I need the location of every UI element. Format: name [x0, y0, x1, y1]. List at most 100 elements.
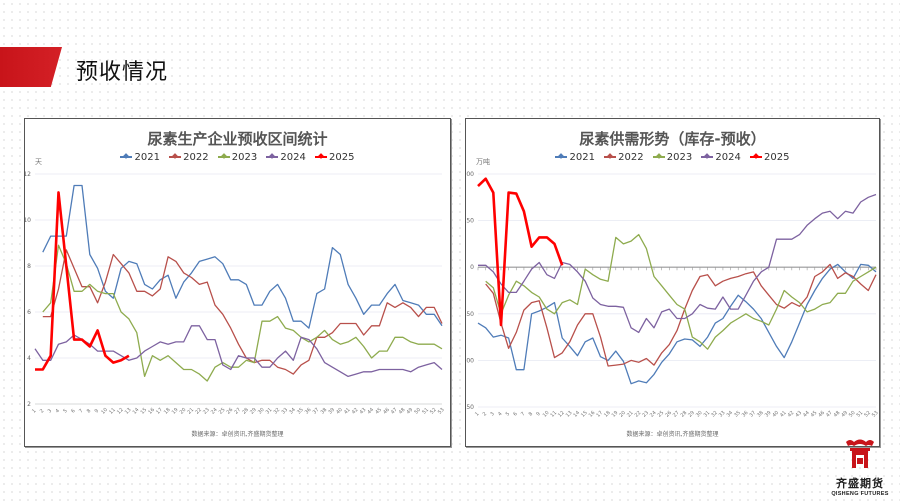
x-tick-label: 11: [549, 410, 558, 419]
x-tick-label: 2: [482, 411, 488, 417]
x-tick-label: 43: [794, 410, 803, 419]
x-tick-label: 50: [848, 410, 857, 419]
x-tick-label: 13: [565, 410, 574, 419]
x-tick-label: 33: [280, 407, 289, 416]
y-tick-label: 12: [25, 171, 31, 178]
x-tick-label: 3: [47, 408, 53, 414]
x-tick-label: 31: [265, 407, 274, 416]
x-tick-label: 6: [512, 411, 518, 417]
x-tick-label: 44: [366, 407, 375, 416]
legend-marker-icon: [701, 156, 714, 158]
x-tick-label: 32: [273, 407, 282, 416]
legend-marker-icon: [217, 156, 230, 158]
x-tick-label: 20: [618, 410, 627, 419]
x-tick-label: 1: [474, 411, 480, 417]
x-tick-label: 35: [296, 407, 305, 416]
x-tick-label: 12: [116, 407, 125, 416]
y-tick-label: 100: [466, 171, 474, 178]
x-tick-label: 30: [695, 410, 704, 419]
legend-marker-icon: [555, 156, 568, 158]
x-tick-label: 18: [163, 407, 172, 416]
title-banner-accent: [0, 47, 62, 87]
x-tick-label: 45: [374, 407, 383, 416]
series-line-2023: [485, 233, 877, 350]
page-title: 预收情况: [76, 60, 169, 85]
x-tick-label: 47: [825, 410, 834, 419]
line-plot-area: -150-100-5005010012345678910111213141516…: [466, 171, 879, 419]
series-line-2025: [477, 177, 564, 327]
x-tick-label: 13: [124, 407, 133, 416]
legend-marker-icon: [750, 156, 763, 158]
y-tick-label: 6: [27, 309, 31, 316]
x-tick-label: 34: [725, 410, 734, 419]
x-tick-label: 25: [657, 410, 666, 419]
x-tick-label: 9: [94, 408, 100, 414]
x-tick-label: 45: [810, 410, 819, 419]
x-tick-label: 36: [741, 410, 750, 419]
x-tick-label: 26: [664, 410, 673, 419]
legend-marker-icon: [169, 156, 182, 158]
legend-item-2023: 2023: [217, 152, 257, 163]
y-tick-label: 4: [27, 355, 31, 362]
legend-item-2025: 2025: [750, 152, 790, 163]
x-tick-label: 40: [335, 407, 344, 416]
legend-marker-icon: [315, 156, 328, 158]
legend-item-2023: 2023: [652, 152, 692, 163]
x-tick-label: 26: [226, 407, 235, 416]
y-tick-label: -150: [466, 404, 474, 411]
x-tick-label: 49: [840, 410, 849, 419]
x-tick-label: 14: [572, 410, 581, 419]
x-tick-label: 51: [421, 407, 430, 416]
x-tick-label: 15: [580, 410, 589, 419]
x-tick-label: 27: [233, 407, 242, 416]
x-tick-label: 52: [429, 407, 438, 416]
chart-panel-supply-demand: 尿素供需形势（库存-预收） 2021 2022 2023 2024 2025 万…: [465, 118, 880, 447]
x-tick-label: 31: [703, 410, 712, 419]
x-tick-label: 23: [641, 410, 650, 419]
x-tick-label: 42: [787, 410, 796, 419]
x-tick-label: 22: [194, 407, 203, 416]
series-line-2022: [42, 249, 443, 375]
y-tick-label: 50: [466, 218, 474, 225]
company-logo: 齐盛期货 QISHENG FUTURES: [827, 438, 893, 500]
series-line-2025: [35, 191, 130, 371]
x-tick-label: 42: [351, 407, 360, 416]
legend-marker-icon: [266, 156, 279, 158]
x-tick-label: 29: [687, 410, 696, 419]
x-tick-label: 29: [249, 407, 258, 416]
y-axis-unit: 万吨: [476, 158, 490, 166]
x-tick-label: 12: [557, 410, 566, 419]
x-tick-label: 19: [611, 410, 620, 419]
legend-item-2024: 2024: [266, 152, 306, 163]
x-tick-label: 23: [202, 407, 211, 416]
x-tick-label: 27: [672, 410, 681, 419]
legend-item-2021: 2021: [120, 152, 160, 163]
series-line-2023: [42, 244, 443, 382]
x-tick-label: 16: [588, 410, 597, 419]
series-line-2022: [485, 263, 877, 367]
x-tick-label: 36: [304, 407, 313, 416]
y-axis-unit: 天: [35, 158, 42, 166]
x-tick-label: 4: [497, 411, 503, 417]
x-tick-label: 1: [31, 408, 37, 414]
x-tick-label: 33: [718, 410, 727, 419]
x-tick-label: 14: [132, 407, 141, 416]
x-tick-label: 28: [680, 410, 689, 419]
x-tick-label: 50: [413, 407, 422, 416]
x-tick-label: 41: [343, 407, 352, 416]
legend-marker-icon: [120, 156, 133, 158]
x-tick-label: 4: [55, 408, 61, 414]
x-tick-label: 6: [70, 408, 76, 414]
y-tick-label: 10: [25, 217, 31, 224]
x-tick-label: 43: [359, 407, 368, 416]
x-tick-label: 46: [817, 410, 826, 419]
x-tick-label: 24: [210, 407, 219, 416]
x-tick-label: 10: [100, 407, 109, 416]
x-tick-label: 32: [710, 410, 719, 419]
x-tick-label: 11: [108, 407, 117, 416]
x-tick-label: 7: [78, 408, 84, 414]
x-tick-label: 5: [505, 411, 511, 417]
legend-item-2025: 2025: [315, 152, 355, 163]
data-source-note: 数据来源：卓创资讯,齐盛期货整理: [191, 431, 284, 438]
